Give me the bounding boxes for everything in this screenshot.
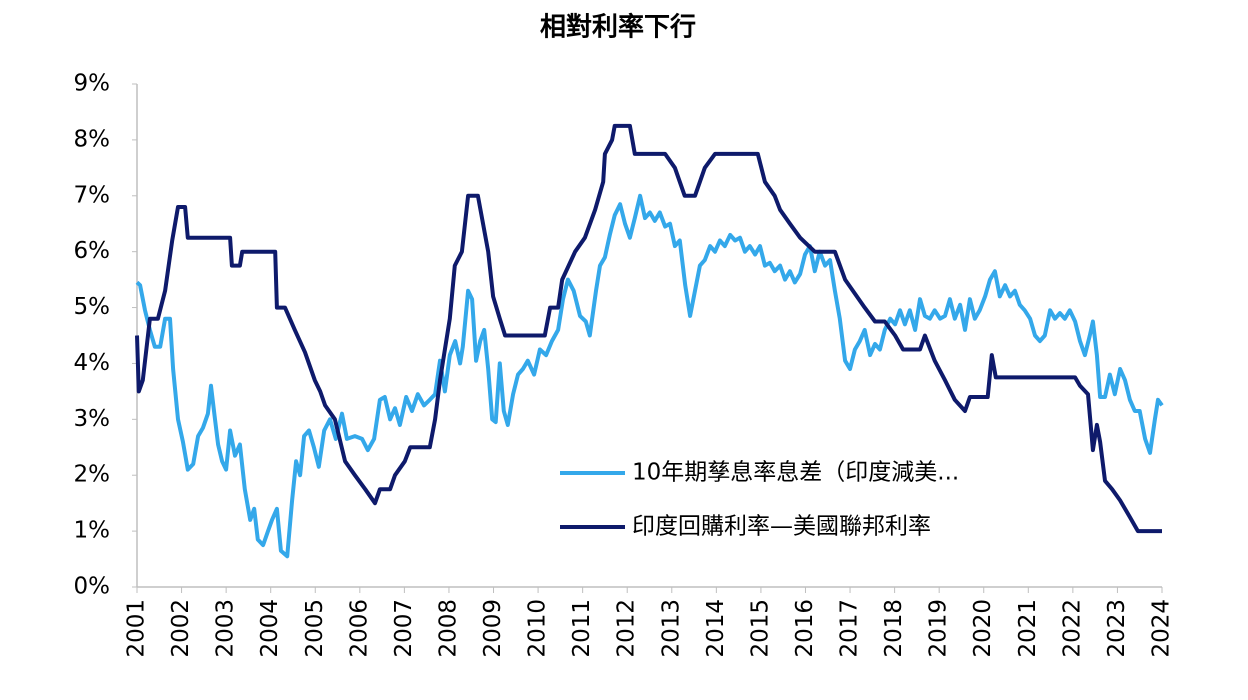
y-tick-label: 0% bbox=[74, 574, 111, 600]
chart-title: 相對利率下行 bbox=[540, 12, 696, 43]
y-tick-label: 1% bbox=[74, 518, 111, 544]
x-tick-label: 2001 bbox=[124, 599, 150, 658]
y-tick-label: 7% bbox=[74, 182, 111, 208]
x-tick-label: 2016 bbox=[792, 599, 818, 658]
x-tick-label: 2005 bbox=[302, 599, 328, 658]
x-tick-label: 2008 bbox=[435, 599, 461, 658]
y-tick-label: 4% bbox=[74, 350, 111, 376]
y-tick-label: 9% bbox=[74, 71, 111, 97]
legend-label: 印度回購利率—美國聯邦利率 bbox=[632, 514, 931, 540]
y-tick-label: 2% bbox=[74, 462, 111, 488]
series-line bbox=[135, 193, 1164, 559]
x-tick-label: 2007 bbox=[391, 599, 417, 658]
x-tick-label: 2010 bbox=[525, 599, 551, 658]
x-tick-label: 2006 bbox=[346, 599, 372, 658]
x-tick-label: 2024 bbox=[1149, 599, 1175, 658]
y-tick-label: 6% bbox=[74, 238, 111, 264]
x-tick-label: 2013 bbox=[658, 599, 684, 658]
x-tick-label: 2002 bbox=[168, 599, 194, 658]
x-tick-label: 2009 bbox=[480, 599, 506, 658]
x-tick-label: 2018 bbox=[881, 599, 907, 658]
legend-label: 10年期孳息率息差（印度減美... bbox=[632, 460, 959, 486]
x-tick-label: 2014 bbox=[703, 599, 729, 658]
x-tick-label: 2021 bbox=[1015, 599, 1041, 658]
x-tick-label: 2020 bbox=[970, 599, 996, 658]
y-tick-label: 3% bbox=[74, 406, 111, 432]
x-tick-label: 2022 bbox=[1059, 599, 1085, 658]
x-tick-label: 2017 bbox=[837, 599, 863, 658]
x-tick-label: 2023 bbox=[1104, 599, 1130, 658]
x-tick-label: 2004 bbox=[257, 599, 283, 658]
y-tick-label: 8% bbox=[74, 126, 111, 152]
x-tick-label: 2003 bbox=[213, 599, 239, 658]
x-tick-label: 2012 bbox=[614, 599, 640, 658]
x-tick-label: 2011 bbox=[569, 599, 595, 658]
y-tick-label: 5% bbox=[74, 294, 111, 320]
x-tick-label: 2015 bbox=[747, 599, 773, 658]
series-line bbox=[135, 123, 1162, 534]
x-tick-label: 2019 bbox=[926, 599, 952, 658]
